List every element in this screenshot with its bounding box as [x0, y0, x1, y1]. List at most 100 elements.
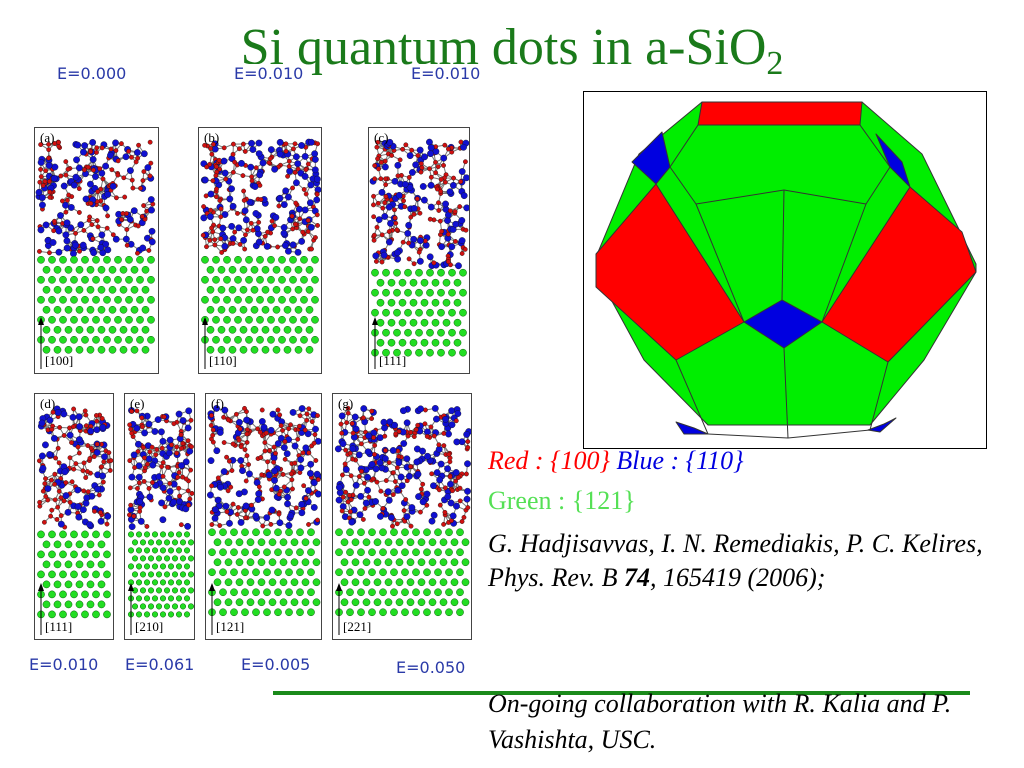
si-crystal-atom — [81, 295, 89, 304]
si-atom — [87, 180, 94, 188]
o-atom — [253, 165, 259, 171]
si-atom — [49, 239, 57, 246]
si-atom — [387, 220, 394, 227]
o-atom — [463, 159, 468, 165]
o-atom — [376, 166, 381, 172]
si-atom — [458, 237, 466, 245]
si-atom — [50, 434, 58, 442]
si-atom — [148, 238, 156, 246]
si-crystal-atom — [442, 338, 451, 347]
si-crystal-atom — [147, 335, 155, 344]
si-crystal-atom — [272, 305, 281, 314]
si-crystal-atom — [234, 315, 242, 324]
si-crystal-atom — [206, 265, 215, 274]
si-atom — [104, 512, 112, 520]
si-crystal-atom — [151, 595, 159, 602]
atom-structure-image — [200, 138, 321, 369]
o-atom — [81, 460, 87, 466]
si-atom — [46, 451, 54, 458]
si-crystal-atom — [272, 325, 281, 334]
direction-arrow-head — [372, 317, 378, 325]
si-atom — [271, 165, 279, 173]
si-crystal-atom — [59, 570, 67, 579]
si-crystal-atom — [59, 255, 67, 264]
si-crystal-atom — [179, 571, 187, 578]
si-crystal-atom — [300, 295, 308, 304]
si-crystal-atom — [187, 539, 194, 546]
o-atom — [71, 466, 77, 472]
si-atom — [276, 194, 284, 202]
o-atom — [71, 406, 77, 412]
o-atom — [146, 486, 152, 491]
o-atom — [211, 141, 216, 147]
si-crystal-atom — [234, 295, 242, 304]
o-atom — [436, 200, 441, 206]
o-atom — [415, 153, 421, 158]
si-crystal-atom — [404, 328, 412, 337]
si-atom — [55, 248, 63, 256]
o-atom — [216, 157, 222, 163]
o-atom — [43, 476, 48, 482]
o-atom — [67, 455, 73, 461]
si-crystal-atom — [92, 570, 100, 579]
si-atom — [241, 207, 249, 215]
si-crystal-atom — [437, 308, 445, 317]
o-atom — [146, 248, 152, 253]
si-crystal-atom — [393, 348, 401, 357]
si-crystal-atom — [159, 531, 167, 538]
si-crystal-atom — [81, 570, 89, 579]
o-atom — [213, 164, 219, 170]
si-atom — [166, 436, 174, 444]
si-crystal-atom — [59, 315, 67, 324]
si-crystal-atom — [175, 579, 183, 586]
si-atom — [127, 167, 134, 174]
si-crystal-atom — [409, 338, 418, 347]
si-crystal-atom — [212, 275, 220, 284]
o-atom — [159, 464, 165, 469]
si-atom — [37, 226, 45, 234]
si-crystal-atom — [431, 298, 440, 307]
si-atom — [57, 212, 64, 219]
si-crystal-atom — [217, 325, 226, 334]
o-atom — [292, 170, 298, 175]
o-atom — [397, 157, 403, 163]
si-crystal-atom — [42, 265, 51, 274]
atom-structure-image — [35, 139, 156, 369]
o-atom — [378, 176, 384, 182]
o-atom — [189, 444, 194, 450]
o-atom — [66, 192, 72, 198]
o-atom — [69, 479, 75, 485]
o-atom — [422, 238, 428, 244]
si-crystal-atom — [48, 295, 56, 304]
o-atom — [136, 480, 142, 486]
si-crystal-atom — [250, 265, 259, 274]
si-crystal-atom — [97, 325, 106, 334]
si-crystal-atom — [261, 265, 270, 274]
si-atom — [76, 436, 83, 443]
si-crystal-atom — [183, 595, 191, 602]
si-atom — [272, 214, 280, 221]
si-atom — [182, 505, 190, 513]
o-atom — [439, 228, 445, 234]
o-atom — [204, 164, 210, 170]
si-crystal-atom — [53, 580, 62, 589]
si-crystal-atom — [125, 295, 133, 304]
si-atom — [54, 409, 62, 416]
si-crystal-atom — [272, 285, 281, 294]
si-atom — [307, 181, 315, 189]
si-crystal-atom — [135, 611, 143, 618]
si-atom — [75, 164, 83, 172]
si-crystal-atom — [183, 547, 191, 554]
si-atom — [416, 257, 424, 265]
si-atom — [63, 219, 71, 227]
si-atom — [137, 517, 145, 525]
si-atom — [420, 196, 428, 204]
si-crystal-atom — [108, 325, 117, 334]
si-atom — [97, 517, 105, 525]
si-atom — [98, 231, 106, 239]
si-crystal-atom — [404, 288, 412, 297]
si-atom — [301, 153, 309, 160]
o-atom — [309, 246, 314, 252]
si-atom — [280, 201, 288, 209]
o-atom — [43, 168, 49, 174]
